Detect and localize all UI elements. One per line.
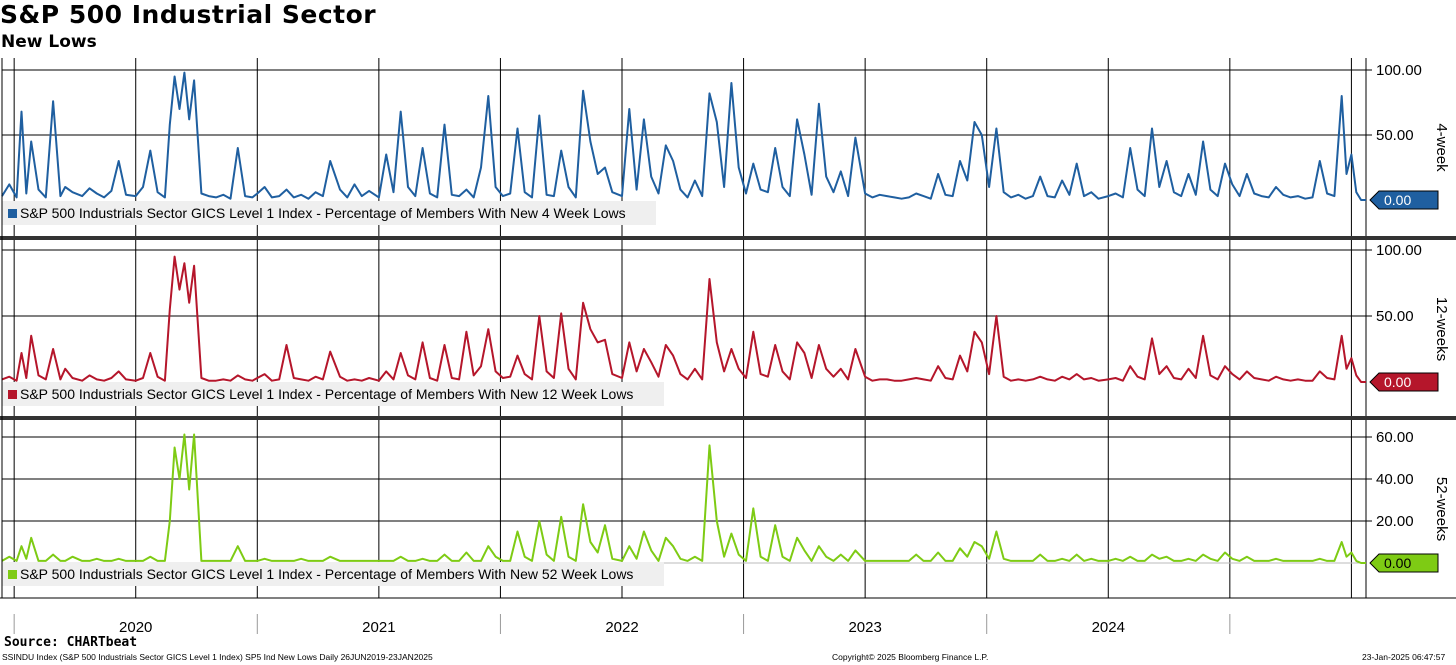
series-line-12-weeks bbox=[1, 255, 1366, 383]
last-value-label: 0.00 bbox=[1384, 374, 1411, 390]
x-tick-label: 2021 bbox=[362, 619, 395, 635]
y-tick-label: 100.00 bbox=[1376, 242, 1422, 259]
legend-swatch bbox=[8, 390, 17, 399]
y-tick-label: 100.00 bbox=[1376, 62, 1422, 79]
panel-12-weeks: 100.00 50.00 0.00 S&P 500 Industrials Secto… bbox=[1, 240, 1450, 418]
source-note: Source: CHARTbeat bbox=[4, 635, 138, 650]
series-line-4-week bbox=[1, 71, 1366, 201]
y-tick-label: 60.00 bbox=[1376, 429, 1414, 446]
y-tick-label: 40.00 bbox=[1376, 471, 1414, 488]
index-description: SSINDU Index (S&P 500 Industrials Sector… bbox=[2, 652, 433, 662]
chart-canvas: 100.00 50.00 0.00 S&P 500 Industrials Secto… bbox=[0, 58, 1456, 635]
x-tick-label: 2024 bbox=[1092, 619, 1125, 635]
legend-swatch bbox=[8, 209, 17, 218]
legend-label: S&P 500 Industrials Sector GICS Level 1 … bbox=[20, 386, 633, 402]
legend-box bbox=[2, 201, 656, 225]
y-axis-label: 4-week bbox=[1433, 123, 1450, 172]
y-axis-label: 12-weeks bbox=[1433, 297, 1450, 361]
legend-box bbox=[2, 382, 664, 406]
chart-title: S&P 500 Industrial Sector bbox=[0, 0, 377, 29]
chart-subtitle: New Lows bbox=[1, 32, 97, 52]
legend-box bbox=[2, 562, 664, 586]
panel-separator bbox=[0, 416, 1456, 420]
panel-4-week: 100.00 50.00 0.00 S&P 500 Industrials Secto… bbox=[1, 58, 1450, 237]
last-value-badge bbox=[1369, 190, 1439, 210]
copyright-note: Copyright© 2025 Bloomberg Finance L.P. bbox=[832, 652, 989, 662]
last-value-label: 0.00 bbox=[1384, 555, 1411, 571]
y-tick-label: 20.00 bbox=[1376, 513, 1414, 530]
last-value-label: 0.00 bbox=[1384, 192, 1411, 208]
x-tick-label: 2022 bbox=[605, 619, 638, 635]
y-tick-label: 50.00 bbox=[1376, 127, 1414, 144]
last-value-badge bbox=[1369, 553, 1439, 573]
x-tick-label: 2023 bbox=[848, 619, 881, 635]
last-value-badge bbox=[1369, 372, 1439, 392]
series-line-52-weeks bbox=[1, 433, 1366, 564]
y-tick-label: 50.00 bbox=[1376, 308, 1414, 325]
legend-swatch bbox=[8, 570, 17, 579]
panel-52-weeks: 60.00 40.00 20.00 0.00 S&P 500 Industrials S… bbox=[1, 420, 1450, 598]
panel-separator bbox=[0, 236, 1456, 240]
timestamp: 23-Jan-2025 06:47:57 bbox=[1362, 652, 1446, 662]
y-axis-label: 52-weeks bbox=[1433, 477, 1450, 541]
legend-label: S&P 500 Industrials Sector GICS Level 1 … bbox=[20, 205, 626, 221]
x-tick-label: 2020 bbox=[119, 619, 152, 635]
legend-label: S&P 500 Industrials Sector GICS Level 1 … bbox=[20, 566, 633, 582]
